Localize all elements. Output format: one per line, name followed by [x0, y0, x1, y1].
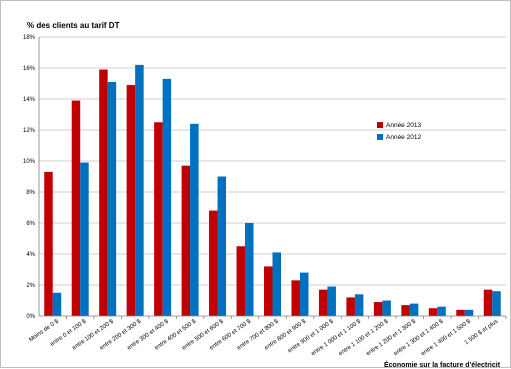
- bar-annee-2013: [401, 305, 410, 316]
- bar-annee-2012: [245, 223, 254, 316]
- y-tick-label: 2%: [26, 283, 35, 289]
- bar-annee-2013: [236, 246, 246, 316]
- x-tick-label: entre 900 et 1 000 $: [287, 318, 335, 354]
- bar-annee-2012: [409, 303, 419, 316]
- bar-annee-2013: [291, 280, 300, 316]
- bar-annee-2013: [154, 122, 163, 316]
- bar-annee-2012: [354, 294, 364, 316]
- bar-annee-2012: [272, 252, 281, 316]
- bar-annee-2013: [428, 308, 438, 316]
- x-tick-label: entre 1 200 et 1 300 $: [365, 318, 417, 357]
- bar-annee-2013: [44, 171, 53, 316]
- y-tick-label: 8%: [26, 190, 35, 196]
- bar-annee-2013: [456, 309, 465, 316]
- bar-annee-2012: [492, 291, 501, 316]
- bar-annee-2012: [162, 78, 172, 316]
- y-tick-label: 0%: [26, 314, 35, 320]
- x-tick-label: entre 1 300 et 1 400 $: [393, 318, 445, 357]
- bar-annee-2012: [135, 64, 144, 317]
- x-tick-label: entre 1 100 et 1 200 $: [338, 318, 390, 357]
- bar-annee-2012: [382, 300, 391, 316]
- legend-swatch: [377, 122, 383, 128]
- bar-annee-2012: [327, 286, 336, 316]
- bar-annee-2013: [264, 266, 273, 316]
- bar-annee-2012: [299, 272, 309, 316]
- y-tick-label: 12%: [23, 128, 36, 134]
- bar-annee-2012: [217, 176, 227, 316]
- bar-annee-2012: [107, 81, 117, 316]
- bar-annee-2012: [190, 123, 199, 316]
- bar-annee-2013: [71, 100, 81, 316]
- x-axis-label: Économie sur la facture d'électricit: [384, 360, 501, 369]
- bar-annee-2013: [483, 289, 493, 316]
- legend-label: Année 2013: [386, 122, 421, 129]
- bar-annee-2013: [318, 289, 328, 316]
- bar-annee-2013: [99, 69, 108, 316]
- y-tick-label: 4%: [26, 252, 35, 258]
- bar-annee-2013: [181, 165, 191, 316]
- legend-swatch: [377, 134, 383, 140]
- bar-annee-2013: [126, 85, 136, 316]
- y-tick-label: 18%: [23, 35, 36, 41]
- y-tick-label: 14%: [23, 97, 36, 103]
- chart-title: % des clients au tarif DT: [27, 21, 120, 30]
- bar-annee-2012: [80, 162, 89, 316]
- x-tick-label: entre 1 400 et 1 500 $: [420, 318, 472, 357]
- bar-annee-2012: [464, 309, 474, 316]
- x-tick-label: entre 1 000 et 1 100 $: [311, 318, 363, 357]
- legend-label: Année 2012: [386, 134, 421, 141]
- bar-annee-2012: [52, 292, 62, 316]
- bar-annee-2013: [373, 302, 383, 316]
- bar-annee-2013: [209, 210, 218, 316]
- y-tick-label: 10%: [23, 159, 36, 165]
- bar-annee-2012: [437, 306, 446, 316]
- bar-annee-2013: [346, 297, 355, 316]
- y-tick-label: 6%: [26, 221, 35, 227]
- legend: Année 2013 Année 2012: [377, 122, 421, 141]
- gridlines: [39, 36, 506, 286]
- y-tick-label: 16%: [23, 66, 36, 72]
- bars: [44, 64, 501, 317]
